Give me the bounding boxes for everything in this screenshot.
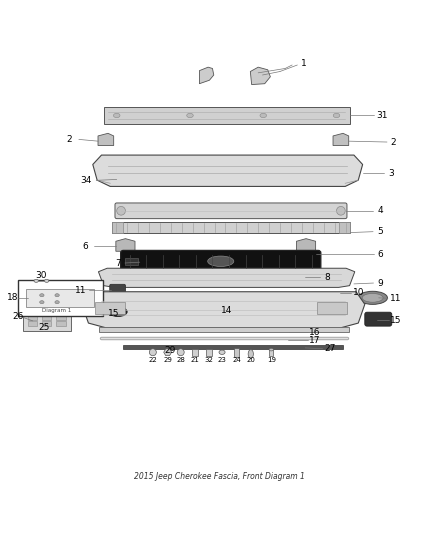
Ellipse shape <box>269 349 273 351</box>
Text: 11: 11 <box>389 294 401 303</box>
Text: 32: 32 <box>204 357 213 363</box>
Polygon shape <box>251 67 270 85</box>
Ellipse shape <box>113 114 120 118</box>
Bar <box>339 222 350 233</box>
Text: 24: 24 <box>232 357 241 363</box>
Bar <box>56 315 66 320</box>
Text: 17: 17 <box>309 336 321 345</box>
Ellipse shape <box>177 349 184 356</box>
Ellipse shape <box>149 349 156 356</box>
Bar <box>205 349 212 356</box>
Ellipse shape <box>362 294 383 302</box>
Bar <box>269 349 273 356</box>
Text: 27: 27 <box>324 344 336 353</box>
FancyBboxPatch shape <box>365 312 392 326</box>
Ellipse shape <box>219 350 225 354</box>
Ellipse shape <box>333 114 340 118</box>
Bar <box>56 321 66 326</box>
Bar <box>104 107 350 124</box>
FancyBboxPatch shape <box>110 284 125 295</box>
Text: 15: 15 <box>389 316 401 325</box>
Bar <box>234 348 239 358</box>
Text: 1: 1 <box>301 59 307 68</box>
Polygon shape <box>297 239 316 251</box>
Text: 7: 7 <box>115 259 121 268</box>
Text: 34: 34 <box>81 176 92 185</box>
Bar <box>125 258 138 265</box>
Text: 5: 5 <box>377 227 383 236</box>
Bar <box>23 314 71 331</box>
Text: 14: 14 <box>221 306 233 316</box>
Text: 2: 2 <box>66 135 72 144</box>
Text: 30: 30 <box>35 271 47 280</box>
Ellipse shape <box>45 279 49 282</box>
Bar <box>18 280 103 316</box>
Ellipse shape <box>55 301 59 304</box>
Text: 20: 20 <box>246 357 255 363</box>
Ellipse shape <box>40 294 44 297</box>
Ellipse shape <box>208 256 234 266</box>
Bar <box>28 315 37 320</box>
Text: 6: 6 <box>377 250 383 259</box>
Text: 2015 Jeep Cherokee Fascia, Front Diagram 1: 2015 Jeep Cherokee Fascia, Front Diagram… <box>134 472 304 481</box>
Ellipse shape <box>117 206 125 215</box>
Text: 4: 4 <box>377 206 383 215</box>
Polygon shape <box>333 133 349 146</box>
Ellipse shape <box>187 114 193 118</box>
FancyBboxPatch shape <box>120 251 321 272</box>
Text: 23: 23 <box>218 357 226 363</box>
Text: 29: 29 <box>165 346 176 356</box>
Bar <box>42 315 51 320</box>
Polygon shape <box>93 155 363 187</box>
Text: 15: 15 <box>108 309 120 318</box>
Bar <box>28 321 37 326</box>
Bar <box>26 289 94 308</box>
Bar <box>42 321 51 326</box>
Text: 10: 10 <box>353 288 364 297</box>
Polygon shape <box>82 292 365 328</box>
Bar <box>317 302 346 314</box>
Bar <box>113 222 350 233</box>
Text: 2: 2 <box>390 138 396 147</box>
Text: 11: 11 <box>75 286 87 295</box>
Polygon shape <box>98 133 114 146</box>
Text: 9: 9 <box>377 279 383 287</box>
Text: 28: 28 <box>176 357 185 363</box>
Text: 6: 6 <box>82 241 88 251</box>
Polygon shape <box>199 67 214 84</box>
Ellipse shape <box>248 350 253 358</box>
Polygon shape <box>164 349 172 356</box>
Bar <box>95 302 124 314</box>
Text: 31: 31 <box>376 111 388 120</box>
Text: 25: 25 <box>39 323 50 332</box>
Text: Diagram 1: Diagram 1 <box>42 309 71 313</box>
FancyBboxPatch shape <box>115 203 347 219</box>
Text: 21: 21 <box>191 357 199 363</box>
Ellipse shape <box>260 114 266 118</box>
Ellipse shape <box>109 307 127 317</box>
Text: 22: 22 <box>148 357 157 363</box>
Polygon shape <box>116 239 135 251</box>
Text: 8: 8 <box>324 273 330 282</box>
Text: 18: 18 <box>7 293 18 302</box>
Text: 16: 16 <box>309 328 321 337</box>
Text: 29: 29 <box>163 357 172 363</box>
Bar <box>99 327 349 332</box>
Ellipse shape <box>55 294 59 297</box>
Ellipse shape <box>336 206 345 215</box>
Ellipse shape <box>358 292 388 304</box>
Ellipse shape <box>34 279 39 282</box>
Polygon shape <box>99 268 355 287</box>
Text: 26: 26 <box>12 312 24 321</box>
Text: 3: 3 <box>388 169 394 178</box>
Text: 19: 19 <box>267 357 276 363</box>
Bar <box>123 345 343 349</box>
Bar <box>192 349 198 356</box>
Ellipse shape <box>40 301 44 304</box>
Bar <box>113 222 123 233</box>
